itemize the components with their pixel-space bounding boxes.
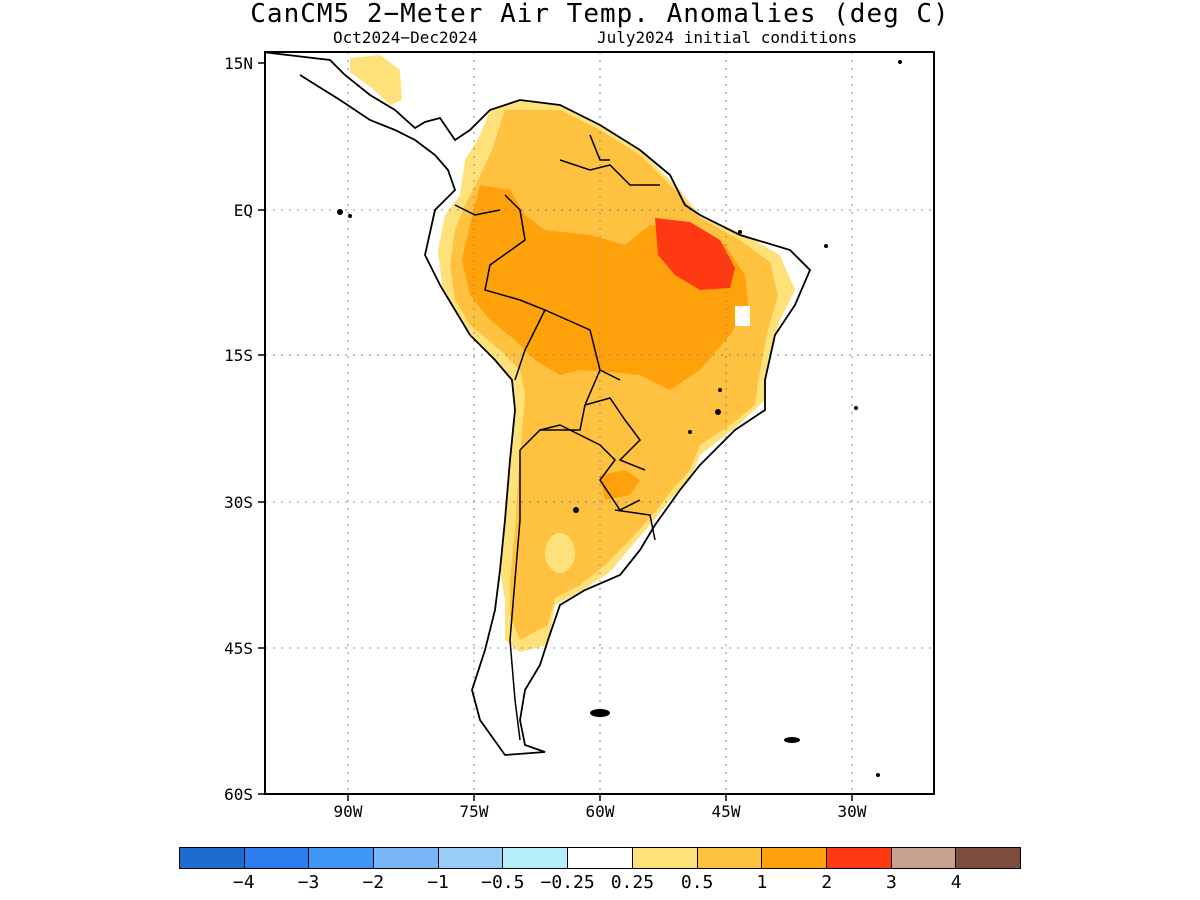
lon-tick-label: 75W — [459, 802, 489, 821]
colorbar-swatch — [826, 848, 892, 868]
colorbar-tick-label: −1 — [427, 872, 449, 893]
lat-tick-label: 60S — [224, 785, 253, 804]
lat-tick-label: 15S — [224, 346, 253, 365]
colorbar-tick-label: 2 — [821, 872, 833, 893]
colorbar-swatch — [762, 848, 827, 868]
colorbar-tick-label: −0.25 — [540, 872, 595, 893]
islands — [337, 60, 902, 777]
lon-tick-label: 90W — [333, 802, 363, 821]
colorbar-swatch — [697, 848, 763, 868]
anomaly-fill-0.25-0.5-central-america — [350, 55, 402, 105]
lat-tick-label: 45S — [224, 639, 253, 658]
colorbar-tick-label: −2 — [362, 872, 385, 893]
lat-tick-label: EQ — [233, 201, 253, 220]
map-title: CanCM5 2−Meter Air Temp. Anomalies (deg … — [250, 0, 950, 29]
colorbar-tick-label: 3 — [886, 872, 897, 893]
colorbar-swatch — [503, 848, 569, 868]
colorbar-tick-label: 0.5 — [680, 872, 714, 893]
colorbar-tick-label: 0.25 — [610, 872, 655, 893]
anomaly-fill-0.25-0.5-patch — [545, 533, 575, 573]
initial-conditions: July2024 initial conditions — [597, 28, 858, 47]
missing-data-cell — [735, 306, 750, 326]
colorbar-swatch — [309, 848, 375, 868]
forecast-period: Oct2024−Dec2024 — [333, 28, 478, 47]
colorbar-swatch — [374, 848, 439, 868]
colorbar-tick-label: 1 — [756, 872, 768, 893]
lon-tick-label: 30W — [837, 802, 867, 821]
country-borders — [454, 134, 660, 741]
colorbar — [179, 847, 1021, 869]
axis-ticks — [258, 62, 853, 801]
lon-tick-label: 60W — [585, 802, 615, 821]
colorbar-swatch — [244, 848, 310, 868]
lon-tick-label: 45W — [711, 802, 741, 821]
colorbar-swatch — [438, 848, 504, 868]
colorbar-swatch — [891, 848, 957, 868]
colorbar-swatch — [632, 848, 698, 868]
colorbar-swatch — [180, 848, 245, 868]
colorbar-swatch — [956, 848, 1020, 868]
colorbar-tick-label: −3 — [297, 872, 320, 893]
anomaly-fill-2-3 — [655, 218, 735, 290]
colorbar-tick-label: −0.5 — [481, 872, 525, 893]
colorbar-tick-label: −4 — [232, 872, 255, 893]
lat-tick-label: 15N — [224, 54, 253, 73]
lat-tick-label: 30S — [224, 493, 253, 512]
coastline — [265, 52, 812, 756]
colorbar-swatch — [568, 848, 633, 868]
colorbar-tick-label: 4 — [950, 872, 962, 893]
anomaly-fill-1-2-south — [600, 470, 640, 500]
